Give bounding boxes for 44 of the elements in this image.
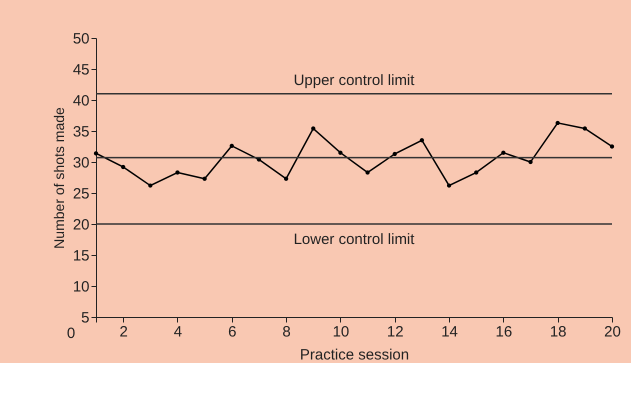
- y-tick-label: 50: [72, 30, 90, 48]
- point: [202, 176, 207, 181]
- y-tick-label: 10: [72, 278, 90, 296]
- y-tick-label: 45: [72, 62, 90, 78]
- point: [121, 164, 126, 170]
- ref-line-label: Upper control limit: [294, 72, 416, 89]
- point: [338, 150, 343, 155]
- point: [284, 176, 288, 181]
- x-tick-label: 2: [119, 324, 128, 340]
- x-tick-label: 18: [550, 324, 567, 340]
- point: [230, 144, 234, 148]
- y-tick-label: 5: [81, 310, 90, 326]
- x-tick-label: 12: [386, 324, 404, 340]
- y-tick-label: 15: [72, 248, 90, 264]
- y-tick-label: 40: [72, 92, 90, 110]
- y-tick-label: 20: [72, 216, 90, 234]
- point: [610, 144, 614, 149]
- point: [556, 120, 560, 126]
- point: [94, 151, 98, 156]
- point: [501, 150, 506, 155]
- ref-line-label: Lower control limit: [294, 231, 416, 248]
- y-tick-label: 35: [72, 124, 90, 140]
- x-tick-label: 6: [228, 324, 236, 340]
- x-tick-label: 8: [282, 324, 291, 340]
- point: [582, 126, 587, 131]
- text: 0: [66, 325, 76, 342]
- point: [148, 183, 152, 188]
- y-tick-label: 30: [72, 154, 90, 172]
- x-tick-label: 14: [441, 324, 458, 340]
- point: [311, 126, 316, 131]
- x-tick-label: 4: [174, 324, 182, 340]
- point: [420, 138, 424, 142]
- y-tick-label: 25: [72, 186, 90, 202]
- x-axis-title: Practice session: [300, 346, 410, 364]
- point: [365, 170, 370, 175]
- x-tick-label: 20: [604, 324, 621, 340]
- x-tick-label: 16: [496, 324, 512, 340]
- y-axis-title: Number of shots made: [50, 106, 67, 249]
- point: [175, 170, 180, 175]
- point: [528, 160, 533, 164]
- point: [392, 152, 397, 156]
- x-tick-label: 10: [332, 324, 350, 340]
- point: [446, 183, 452, 188]
- point: [474, 170, 478, 175]
